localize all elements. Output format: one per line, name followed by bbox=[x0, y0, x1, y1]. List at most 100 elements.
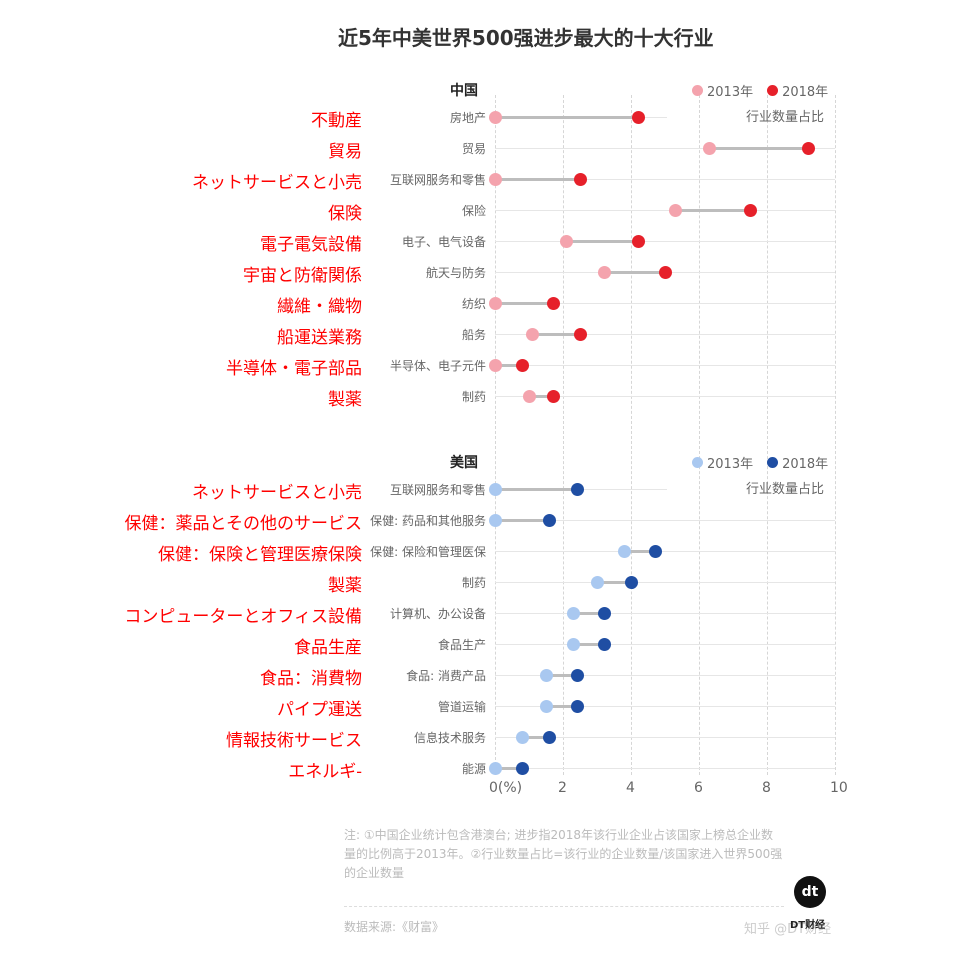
dumbbell-connector bbox=[495, 767, 523, 770]
legend-label: 2018年 bbox=[782, 457, 829, 472]
x-tick-label: 4 bbox=[626, 780, 635, 796]
legend-label: 2013年 bbox=[707, 85, 754, 100]
dumbbell-connector bbox=[573, 612, 604, 615]
x-tick-label: 6 bbox=[694, 780, 703, 796]
point-2013 bbox=[489, 762, 502, 775]
category-label: 航天与防务 bbox=[425, 266, 486, 280]
row-track bbox=[495, 365, 835, 366]
dumbbell-connector bbox=[532, 333, 580, 336]
point-2013 bbox=[567, 607, 581, 620]
dumbbell-connector bbox=[675, 209, 750, 212]
point-2018 bbox=[516, 359, 530, 372]
category-label-ja: 食品：消費物 bbox=[260, 669, 362, 689]
point-2018 bbox=[648, 545, 662, 558]
dumbbell-connector bbox=[495, 302, 553, 305]
point-2018 bbox=[570, 700, 584, 713]
category-label-ja: ネットサービスと小売 bbox=[192, 483, 362, 503]
legend-label: 2018年 bbox=[782, 85, 829, 100]
point-2018 bbox=[574, 328, 587, 341]
category-label: 互联网服务和零售 bbox=[389, 173, 486, 187]
china-unit-label: 行业数量占比 bbox=[746, 110, 825, 125]
row-track bbox=[495, 613, 835, 614]
point-2018 bbox=[801, 142, 815, 155]
dumbbell-connector bbox=[546, 705, 577, 708]
row-track bbox=[495, 644, 835, 645]
category-label: 贸易 bbox=[461, 142, 486, 156]
point-2018 bbox=[546, 390, 560, 403]
category-label-ja: 不動産 bbox=[311, 111, 362, 131]
usa-legend: 2013年 2018年 bbox=[692, 453, 838, 472]
dumbbell-connector bbox=[709, 147, 808, 150]
row-track bbox=[495, 241, 835, 242]
row-track bbox=[495, 303, 835, 304]
category-label-ja: 船運送業務 bbox=[277, 328, 362, 348]
legend-dot-icon bbox=[692, 85, 703, 96]
x-tick-label: 0(%) bbox=[489, 780, 523, 796]
point-2018 bbox=[625, 576, 638, 589]
category-label: 管道运输 bbox=[437, 700, 486, 714]
data-source: 数据来源:《财富》 bbox=[344, 920, 445, 934]
dumbbell-connector bbox=[603, 271, 665, 274]
dumbbell-connector bbox=[495, 519, 550, 522]
legend-dot-icon bbox=[692, 457, 703, 468]
category-label-ja: 製薬 bbox=[328, 390, 362, 410]
dumbbell-connector bbox=[597, 581, 631, 584]
row-track bbox=[495, 210, 835, 211]
category-label-ja: 保険 bbox=[328, 204, 362, 224]
row-track bbox=[495, 675, 835, 676]
point-2013 bbox=[591, 576, 604, 589]
category-label-ja: コンピューターとオフィス設備 bbox=[124, 607, 362, 627]
category-label: 制药 bbox=[461, 576, 486, 590]
category-label-ja: 繊維・織物 bbox=[277, 297, 362, 317]
legend-dot-icon bbox=[767, 85, 779, 96]
point-2013 bbox=[618, 545, 632, 558]
point-2018 bbox=[574, 173, 587, 186]
point-2013 bbox=[489, 514, 502, 527]
gridline bbox=[495, 95, 496, 775]
dt-logo-icon: dt bbox=[794, 876, 826, 908]
x-tick-label: 10 bbox=[830, 780, 848, 796]
category-label-ja: 情報技術サービス bbox=[226, 731, 362, 751]
category-label-ja: パイプ運送 bbox=[277, 700, 362, 720]
category-label: 保健: 保险和管理医保 bbox=[370, 545, 486, 559]
category-label: 制药 bbox=[461, 390, 486, 404]
point-2018 bbox=[631, 235, 645, 248]
legend-label: 2013年 bbox=[707, 457, 754, 472]
category-label: 保健: 药品和其他服务 bbox=[370, 514, 486, 528]
point-2013 bbox=[669, 204, 683, 217]
category-label-ja: 宇宙と防衛関係 bbox=[243, 266, 362, 286]
point-2013 bbox=[597, 266, 611, 279]
point-2013 bbox=[489, 359, 502, 372]
point-2018 bbox=[546, 297, 560, 310]
category-label: 半导体、电子元件 bbox=[389, 359, 486, 373]
row-track bbox=[495, 768, 835, 769]
row-track bbox=[495, 148, 835, 149]
category-label: 纺织 bbox=[461, 297, 486, 311]
point-2018 bbox=[631, 111, 645, 124]
point-2018 bbox=[659, 266, 672, 279]
chart-title: 近5年中美世界500强进步最大的十大行业 bbox=[338, 26, 714, 50]
category-label: 房地产 bbox=[449, 111, 486, 125]
footnote: 注: ①中国企业统计包含港澳台; 进步指2018年该行业企业占该国家上榜总企业数… bbox=[344, 828, 783, 880]
row-track bbox=[495, 551, 835, 552]
category-label: 电子、电气设备 bbox=[401, 235, 486, 249]
dumbbell-connector bbox=[495, 364, 523, 367]
category-label: 信息技术服务 bbox=[413, 731, 486, 745]
point-2013 bbox=[523, 390, 536, 403]
category-label: 计算机、办公设备 bbox=[389, 607, 486, 621]
category-label-ja: 電子電気設備 bbox=[260, 235, 362, 255]
point-2013 bbox=[703, 142, 717, 155]
category-label: 食品生产 bbox=[437, 638, 486, 652]
gridline bbox=[563, 95, 564, 775]
category-label: 食品: 消费产品 bbox=[406, 669, 486, 683]
usa-unit-label: 行业数量占比 bbox=[746, 482, 825, 497]
point-2013 bbox=[560, 235, 574, 248]
china-section-header: 中国 bbox=[450, 83, 478, 99]
category-label-ja: 製薬 bbox=[328, 576, 362, 596]
point-2018 bbox=[597, 607, 611, 620]
dumbbell-connector bbox=[495, 488, 577, 491]
category-label-ja: 保健：薬品とその他のサービス bbox=[124, 514, 363, 534]
point-2013 bbox=[489, 173, 502, 186]
usa-section-header: 美国 bbox=[450, 455, 478, 471]
dumbbell-connector bbox=[624, 550, 655, 553]
